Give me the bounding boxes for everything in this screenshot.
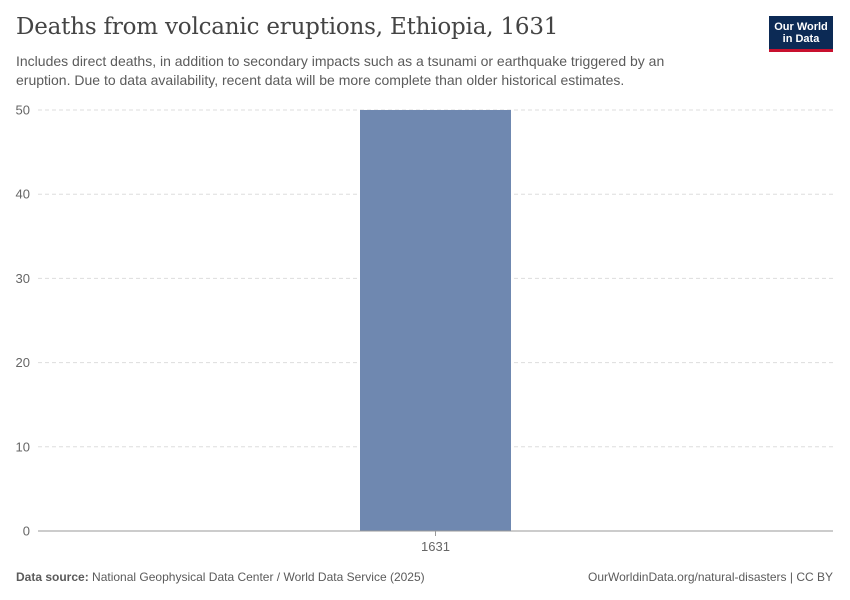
x-tick-label: 1631 <box>421 539 450 554</box>
logo-line-1: Our World <box>774 21 828 33</box>
y-tick-label: 0 <box>23 524 30 539</box>
bar[interactable] <box>360 110 511 531</box>
chart-title: Deaths from volcanic eruptions, Ethiopia… <box>16 14 559 40</box>
y-tick-label: 20 <box>16 355 30 370</box>
y-tick-label: 30 <box>16 271 30 286</box>
y-tick-label: 40 <box>16 187 30 202</box>
data-source-label: Data source: <box>16 570 89 584</box>
y-tick-label: 50 <box>16 103 30 118</box>
y-tick-label: 10 <box>16 439 30 454</box>
data-source: Data source: National Geophysical Data C… <box>16 570 425 584</box>
source-url[interactable]: OurWorldinData.org/natural-disasters | C… <box>588 570 833 584</box>
chart-subtitle: Includes direct deaths, in addition to s… <box>16 53 665 88</box>
owid-logo[interactable]: Our World in Data <box>769 16 833 52</box>
logo-line-2: in Data <box>782 33 820 45</box>
data-source-text[interactable]: National Geophysical Data Center / World… <box>92 570 425 584</box>
